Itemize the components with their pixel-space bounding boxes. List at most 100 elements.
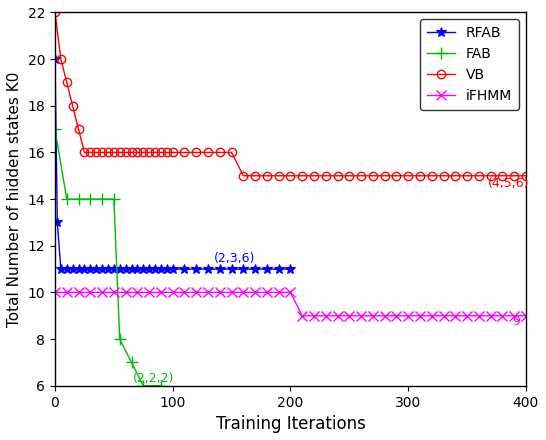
iFHMM: [452, 313, 459, 319]
iFHMM: [499, 313, 506, 319]
FAB: [75, 197, 82, 202]
RFAB: [54, 220, 61, 225]
iFHMM: [122, 290, 129, 295]
iFHMM: [311, 313, 317, 319]
iFHMM: [252, 290, 258, 295]
iFHMM: [393, 313, 400, 319]
iFHMM: [146, 290, 152, 295]
iFHMM: [228, 290, 235, 295]
iFHMM: [429, 313, 435, 319]
RFAB: [252, 267, 258, 272]
RFAB: [169, 267, 176, 272]
RFAB: [193, 267, 199, 272]
RFAB: [158, 267, 164, 272]
iFHMM: [87, 290, 93, 295]
iFHMM: [299, 313, 306, 319]
iFHMM: [52, 290, 58, 295]
FAB: [140, 383, 146, 389]
VB: [140, 150, 146, 155]
iFHMM: [370, 313, 376, 319]
FAB: [52, 126, 58, 132]
RFAB: [228, 267, 235, 272]
VB: [240, 173, 247, 178]
Line: VB: VB: [51, 8, 530, 180]
FAB: [111, 197, 117, 202]
iFHMM: [134, 290, 141, 295]
iFHMM: [99, 290, 105, 295]
FAB: [128, 360, 135, 365]
FAB: [158, 383, 164, 389]
iFHMM: [217, 290, 223, 295]
iFHMM: [464, 313, 470, 319]
RFAB: [52, 56, 58, 62]
RFAB: [105, 267, 111, 272]
iFHMM: [169, 290, 176, 295]
VB: [334, 173, 341, 178]
VB: [146, 150, 152, 155]
RFAB: [57, 267, 64, 272]
RFAB: [87, 267, 93, 272]
RFAB: [264, 267, 270, 272]
RFAB: [99, 267, 105, 272]
iFHMM: [193, 290, 199, 295]
VB: [511, 173, 518, 178]
RFAB: [287, 267, 294, 272]
iFHMM: [275, 290, 282, 295]
Text: (2,3,6): (2,3,6): [214, 252, 256, 265]
iFHMM: [63, 290, 70, 295]
iFHMM: [488, 313, 494, 319]
iFHMM: [523, 313, 529, 319]
RFAB: [75, 267, 82, 272]
FAB: [63, 197, 70, 202]
iFHMM: [205, 290, 211, 295]
Line: RFAB: RFAB: [50, 54, 295, 274]
VB: [116, 150, 123, 155]
VB: [52, 10, 58, 15]
VB: [370, 173, 376, 178]
RFAB: [164, 267, 170, 272]
RFAB: [69, 267, 76, 272]
RFAB: [63, 267, 70, 272]
Line: FAB: FAB: [50, 124, 167, 391]
RFAB: [111, 267, 117, 272]
RFAB: [122, 267, 129, 272]
RFAB: [205, 267, 211, 272]
RFAB: [81, 267, 88, 272]
iFHMM: [334, 313, 341, 319]
Legend: RFAB, FAB, VB, iFHMM: RFAB, FAB, VB, iFHMM: [420, 19, 519, 110]
iFHMM: [158, 290, 164, 295]
iFHMM: [440, 313, 447, 319]
Y-axis label: Total Number of hidden states K0: Total Number of hidden states K0: [7, 71, 22, 327]
iFHMM: [240, 290, 247, 295]
iFHMM: [264, 290, 270, 295]
iFHMM: [405, 313, 412, 319]
RFAB: [275, 267, 282, 272]
RFAB: [181, 267, 188, 272]
RFAB: [116, 267, 123, 272]
iFHMM: [323, 313, 329, 319]
VB: [523, 173, 529, 178]
FAB: [116, 337, 123, 342]
iFHMM: [358, 313, 364, 319]
X-axis label: Training Iterations: Training Iterations: [216, 415, 365, 433]
iFHMM: [111, 290, 117, 295]
RFAB: [152, 267, 158, 272]
Text: (2,2,2): (2,2,2): [133, 372, 174, 385]
iFHMM: [417, 313, 423, 319]
iFHMM: [287, 290, 294, 295]
Text: (4,5,6): (4,5,6): [488, 177, 530, 191]
RFAB: [128, 267, 135, 272]
RFAB: [240, 267, 247, 272]
RFAB: [217, 267, 223, 272]
iFHMM: [476, 313, 482, 319]
FAB: [87, 197, 93, 202]
RFAB: [146, 267, 152, 272]
iFHMM: [511, 313, 518, 319]
iFHMM: [75, 290, 82, 295]
iFHMM: [346, 313, 353, 319]
RFAB: [140, 267, 146, 272]
Text: 9: 9: [512, 315, 520, 328]
RFAB: [134, 267, 141, 272]
iFHMM: [381, 313, 388, 319]
iFHMM: [181, 290, 188, 295]
